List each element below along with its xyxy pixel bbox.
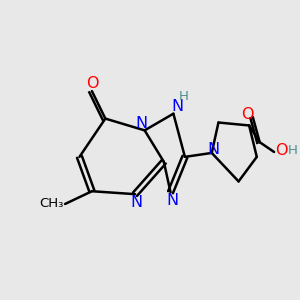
Text: H: H bbox=[178, 90, 188, 103]
Text: H: H bbox=[288, 144, 298, 157]
Text: N: N bbox=[130, 195, 142, 210]
Text: N: N bbox=[207, 142, 219, 157]
Text: O: O bbox=[275, 143, 287, 158]
Text: N: N bbox=[136, 116, 148, 130]
Text: CH₃: CH₃ bbox=[39, 197, 64, 211]
Text: O: O bbox=[86, 76, 98, 91]
Text: N: N bbox=[166, 193, 178, 208]
Text: O: O bbox=[241, 107, 253, 122]
Text: N: N bbox=[172, 99, 184, 114]
